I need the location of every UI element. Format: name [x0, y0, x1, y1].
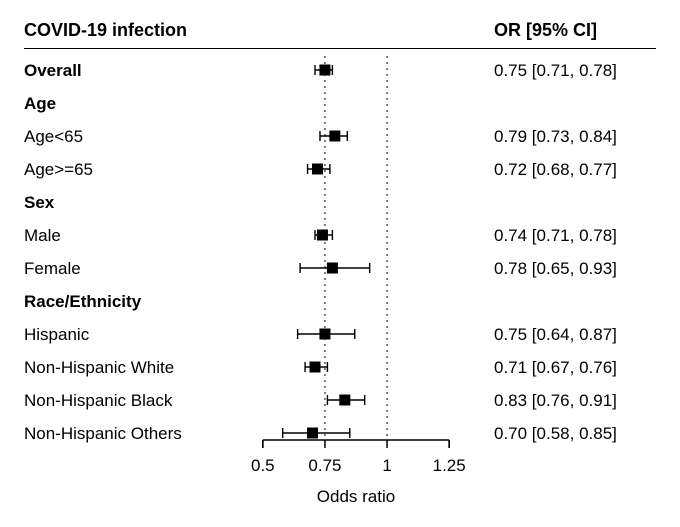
- row-value: 0.75 [0.71, 0.78]: [494, 61, 617, 81]
- xaxis-tick-label: 1.25: [419, 456, 479, 476]
- row-label: Age<65: [24, 127, 83, 147]
- xaxis-tick-label: 0.5: [233, 456, 293, 476]
- xaxis-label: Odds ratio: [256, 487, 456, 507]
- xaxis-tick-label: 0.75: [295, 456, 355, 476]
- point-marker: [329, 131, 340, 142]
- row-label: Age>=65: [24, 160, 93, 180]
- point-marker: [310, 362, 321, 373]
- row-label: Sex: [24, 193, 54, 213]
- row-value: 0.72 [0.68, 0.77]: [494, 160, 617, 180]
- row-label: Race/Ethnicity: [24, 292, 141, 312]
- row-value: 0.83 [0.76, 0.91]: [494, 391, 617, 411]
- point-marker: [319, 329, 330, 340]
- row-label: Hispanic: [24, 325, 89, 345]
- row-value: 0.70 [0.58, 0.85]: [494, 424, 617, 444]
- row-label: Non-Hispanic Black: [24, 391, 172, 411]
- point-marker: [307, 428, 318, 439]
- row-label: Female: [24, 259, 81, 279]
- row-value: 0.74 [0.71, 0.78]: [494, 226, 617, 246]
- row-label: Male: [24, 226, 61, 246]
- row-label: Non-Hispanic Others: [24, 424, 182, 444]
- forest-plot-figure: COVID-19 infection OR [95% CI] Overall0.…: [0, 0, 680, 527]
- row-value: 0.75 [0.64, 0.87]: [494, 325, 617, 345]
- row-label: Overall: [24, 61, 82, 81]
- xaxis-tick-label: 1: [357, 456, 417, 476]
- row-label: Non-Hispanic White: [24, 358, 174, 378]
- row-value: 0.78 [0.65, 0.93]: [494, 259, 617, 279]
- point-marker: [317, 230, 328, 241]
- point-marker: [339, 395, 350, 406]
- row-label: Age: [24, 94, 56, 114]
- point-marker: [327, 263, 338, 274]
- row-value: 0.71 [0.67, 0.76]: [494, 358, 617, 378]
- point-marker: [312, 164, 323, 175]
- point-marker: [319, 65, 330, 76]
- row-value: 0.79 [0.73, 0.84]: [494, 127, 617, 147]
